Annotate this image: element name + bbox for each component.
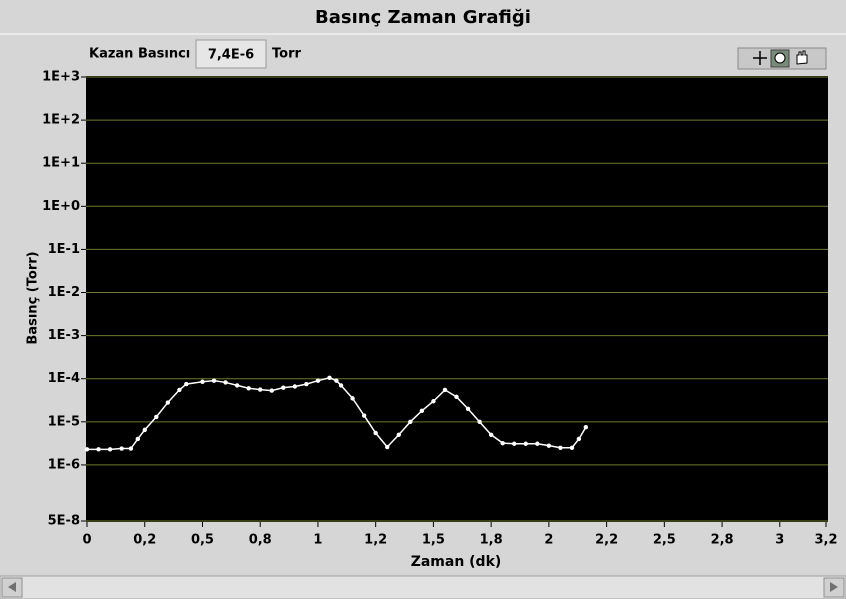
zoom-icon bbox=[774, 52, 786, 64]
graph-toolbar[interactable] bbox=[737, 47, 827, 70]
data-point bbox=[135, 436, 141, 442]
data-point bbox=[315, 378, 321, 383]
x-tick-label: 2,2 bbox=[595, 533, 618, 548]
data-point bbox=[107, 447, 113, 452]
x-tick-label: 1,8 bbox=[480, 533, 503, 548]
y-tick-label: 1E+0 bbox=[42, 199, 80, 214]
data-point bbox=[477, 419, 482, 425]
data-point bbox=[177, 387, 182, 393]
data-point bbox=[258, 387, 263, 392]
indicator-label: Kazan Basıncı bbox=[89, 47, 190, 62]
x-tick-label: 2,5 bbox=[653, 533, 676, 548]
y-tick-label: 5E-8 bbox=[48, 514, 80, 529]
data-point bbox=[500, 440, 505, 446]
y-tick-label: 1E-5 bbox=[48, 414, 80, 429]
pan-tool[interactable] bbox=[796, 50, 808, 65]
data-point bbox=[327, 375, 332, 381]
indicator-value: 7,4E-6 bbox=[208, 48, 254, 63]
data-point bbox=[576, 436, 582, 442]
data-point bbox=[269, 388, 274, 393]
data-point bbox=[361, 413, 367, 418]
data-point bbox=[338, 383, 344, 388]
x-tick-label: 1,5 bbox=[422, 533, 445, 548]
data-point bbox=[154, 414, 159, 420]
data-point bbox=[184, 381, 189, 387]
x-tick-label: 2 bbox=[544, 533, 553, 548]
scroll-track[interactable] bbox=[0, 575, 846, 599]
y-tick-label: 1E-6 bbox=[48, 457, 80, 472]
data-point bbox=[465, 406, 471, 412]
y-tick-label: 1E-3 bbox=[48, 328, 80, 343]
x-tick-label: 1,2 bbox=[364, 533, 387, 548]
data-point bbox=[281, 385, 286, 390]
y-tick-label: 1E+3 bbox=[42, 70, 80, 85]
plot-area bbox=[86, 76, 828, 522]
data-point bbox=[142, 427, 147, 433]
scrollbar[interactable] bbox=[0, 575, 846, 599]
data-point bbox=[396, 432, 401, 437]
data-point bbox=[223, 380, 228, 385]
data-point bbox=[419, 408, 425, 414]
x-axis-label: Zaman (dk) bbox=[411, 554, 502, 570]
data-point bbox=[569, 445, 575, 450]
data-point bbox=[84, 447, 90, 452]
data-point bbox=[583, 425, 589, 430]
data-point bbox=[385, 444, 390, 450]
y-tick-label: 1E+2 bbox=[42, 113, 80, 128]
data-point bbox=[523, 441, 528, 446]
y-tick-label: 1E-1 bbox=[48, 242, 80, 257]
y-tick-label: 1E-2 bbox=[48, 285, 80, 300]
indicator-unit: Torr bbox=[272, 47, 301, 62]
data-point bbox=[512, 441, 517, 446]
y-tick-label: 1E+1 bbox=[42, 156, 80, 171]
y-tick-label: 1E-4 bbox=[48, 371, 80, 386]
data-point bbox=[246, 386, 251, 391]
data-point bbox=[334, 378, 339, 383]
data-point bbox=[128, 446, 134, 451]
x-tick-label: 0,8 bbox=[249, 533, 272, 548]
data-point bbox=[304, 381, 309, 387]
plot-layer bbox=[84, 76, 828, 522]
data-point bbox=[558, 445, 563, 450]
data-point bbox=[488, 432, 494, 437]
cursor-tool[interactable] bbox=[753, 51, 767, 65]
data-point bbox=[211, 378, 217, 383]
data-point bbox=[454, 394, 459, 400]
x-tick-label: 2,8 bbox=[711, 533, 734, 548]
x-tick-label: 0,5 bbox=[191, 533, 214, 548]
data-point bbox=[373, 430, 378, 436]
x-tick-label: 3,2 bbox=[814, 533, 837, 548]
y-axis-label: Basınç (Torr) bbox=[26, 251, 41, 344]
arrow-left bbox=[8, 582, 16, 592]
arrow-right bbox=[830, 582, 838, 592]
chart-title: Basınç Zaman Grafiği bbox=[315, 7, 531, 28]
data-point bbox=[442, 387, 448, 393]
data-point bbox=[546, 443, 552, 448]
x-tick-label: 0 bbox=[82, 533, 91, 548]
x-tick-label: 3 bbox=[775, 533, 784, 548]
indicator-box bbox=[195, 39, 267, 69]
data-point bbox=[234, 383, 240, 388]
data-point bbox=[96, 447, 101, 452]
data-point bbox=[165, 400, 171, 405]
data-point bbox=[200, 379, 205, 384]
data-point bbox=[119, 446, 124, 451]
x-tick-label: 0,2 bbox=[133, 533, 156, 548]
data-point bbox=[535, 441, 540, 446]
data-point bbox=[350, 396, 355, 401]
data-point bbox=[292, 384, 298, 389]
x-tick-label: 1 bbox=[313, 533, 322, 548]
data-point bbox=[431, 399, 436, 404]
data-point bbox=[408, 419, 413, 425]
